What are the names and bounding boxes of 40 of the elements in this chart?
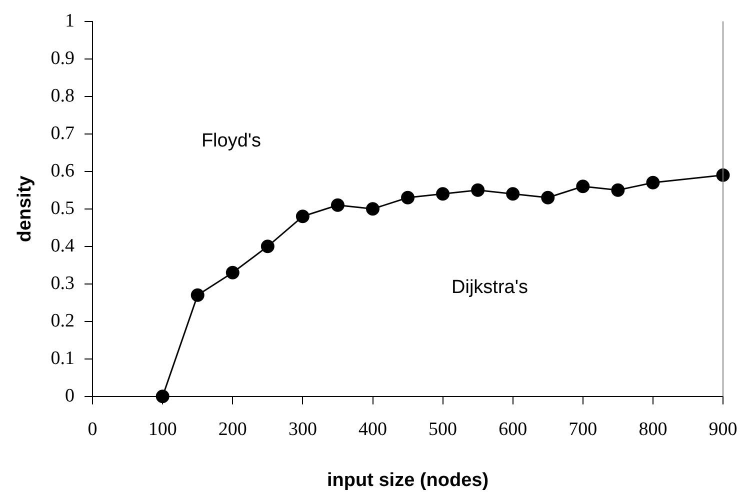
- x-tick-label: 100: [148, 418, 177, 440]
- point: [611, 183, 625, 197]
- x-tick-label: 600: [498, 418, 528, 440]
- y-tick-label: 0: [65, 385, 75, 406]
- y-tick-label: 0.7: [50, 122, 75, 144]
- point: [330, 198, 344, 212]
- x-tick-label: 0: [88, 418, 98, 440]
- point: [260, 240, 274, 254]
- y-tick-label: 0.3: [50, 272, 75, 294]
- point: [471, 183, 485, 197]
- y-tick-label: 0.9: [50, 48, 75, 69]
- x-tick-label: 500: [428, 418, 458, 440]
- y-tick-label: 0.6: [50, 160, 75, 182]
- point: [296, 210, 310, 224]
- y-tick-label: 0.8: [50, 85, 75, 106]
- point: [716, 168, 730, 182]
- x-axis-title: input size (nodes): [327, 470, 489, 491]
- point: [190, 288, 204, 302]
- x-tick-label: 400: [358, 418, 387, 440]
- point: [646, 176, 660, 190]
- y-tick-label: 1: [65, 10, 75, 32]
- x-tick-label: 300: [288, 418, 317, 440]
- annotation: Floyd's: [201, 130, 262, 152]
- x-tick-label: 900: [708, 418, 738, 440]
- x-tick-label: 700: [568, 418, 598, 440]
- point: [226, 266, 240, 280]
- point: [436, 187, 450, 201]
- x-tick-label: 800: [638, 418, 668, 440]
- y-tick-label: 0.2: [50, 310, 75, 332]
- point: [506, 187, 520, 201]
- point: [366, 202, 380, 216]
- point: [576, 180, 590, 194]
- point: [541, 190, 555, 204]
- y-tick-label: 0.5: [50, 198, 75, 219]
- point: [401, 190, 415, 204]
- y-axis-title: density: [14, 175, 36, 242]
- y-tick-label: 0.1: [50, 348, 75, 369]
- y-tick-label: 0.4: [50, 235, 76, 256]
- annotation: Dijkstra's: [452, 276, 528, 298]
- x-tick-label: 200: [218, 418, 247, 440]
